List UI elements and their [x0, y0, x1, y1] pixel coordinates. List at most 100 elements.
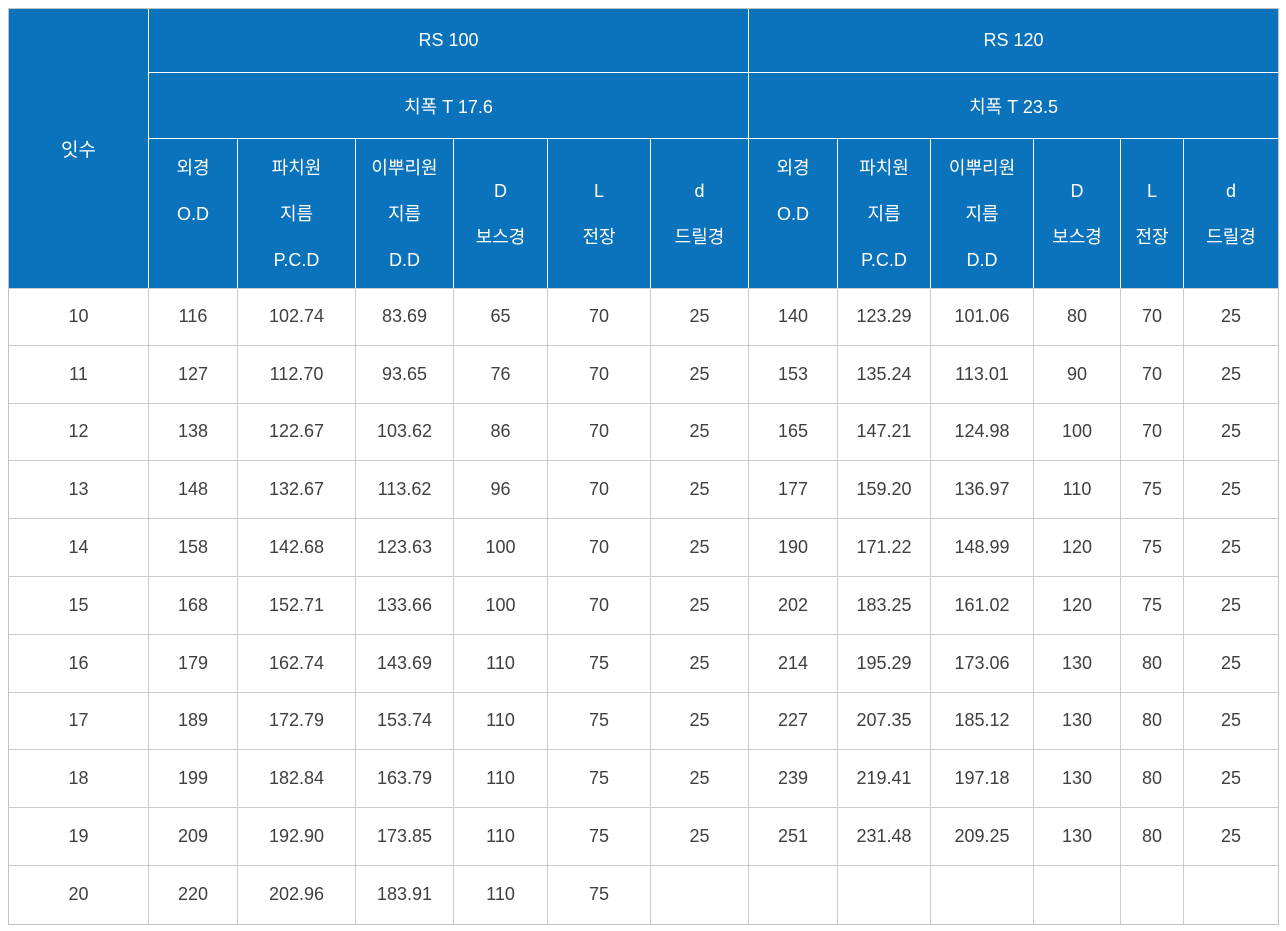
cell-value: 192.90	[238, 808, 356, 866]
tooth-width-rs100: 치폭 T 17.6	[149, 73, 750, 139]
cell-value: 113.01	[931, 345, 1035, 404]
cell-value: 65	[454, 288, 548, 346]
cell-value: 161.02	[931, 576, 1035, 635]
cell-value: 100	[454, 519, 548, 577]
cell-value: 25	[1184, 461, 1279, 520]
cell-value: 90	[1034, 345, 1122, 404]
cell-value: 103.62	[356, 403, 454, 462]
table-row: 19 209 192.90 173.85 110 75 25 251 231.48 209.25 1…	[9, 808, 1279, 866]
group-header-rs120: RS 120	[749, 9, 1279, 73]
cell-value: 83.69	[356, 288, 454, 346]
cell-value: 80	[1034, 288, 1122, 346]
cell-teeth: 12	[9, 403, 149, 462]
cell-value: 124.98	[931, 403, 1035, 462]
cell-value: 214	[749, 634, 839, 693]
cell-value: 70	[548, 461, 651, 520]
cell-value: 75	[548, 865, 651, 924]
cell-value: 80	[1121, 750, 1185, 809]
cell-value: 25	[651, 634, 750, 693]
teeth-column-header: 잇수	[9, 9, 149, 288]
table-row: 12 138 122.67 103.62 86 70 25 165 147.21 124.98 10…	[9, 403, 1279, 462]
cell-value: 209.25	[931, 808, 1035, 866]
cell-teeth: 16	[9, 634, 149, 693]
cell-value: 183.25	[838, 576, 932, 635]
cell-value	[1034, 865, 1122, 924]
cell-value: 197.18	[931, 750, 1035, 809]
cell-value: 96	[454, 461, 548, 520]
table-row: 14 158 142.68 123.63 100 70 25 190 171.22 148.99 1…	[9, 519, 1279, 577]
cell-teeth: 18	[9, 750, 149, 809]
cell-value: 153	[749, 345, 839, 404]
cell-value: 130	[1034, 692, 1122, 751]
tooth-width-rs120: 치폭 T 23.5	[749, 73, 1279, 139]
cell-value: 80	[1121, 808, 1185, 866]
cell-value: 127	[149, 345, 238, 404]
cell-teeth: 11	[9, 345, 149, 404]
cell-value: 75	[548, 808, 651, 866]
cell-value: 25	[1184, 404, 1279, 462]
cell-value: 207.35	[838, 692, 932, 751]
column-header-boss-rs120: D 보스경	[1034, 139, 1122, 288]
cell-value: 158	[149, 519, 238, 577]
column-header-length-rs120: L 전장	[1121, 139, 1185, 288]
cell-value: 70	[1121, 288, 1185, 346]
cell-value: 153.74	[356, 692, 454, 751]
column-header-od-rs100: 외경 O.D	[149, 139, 238, 288]
column-header-pcd-rs120: 파치원 지름 P.C.D	[838, 139, 932, 288]
table-row: 11 127 112.70 93.65 76 70 25 153 135.24 113.01 90 7…	[9, 345, 1279, 404]
cell-value: 25	[651, 403, 750, 462]
sprocket-spec-table: 잇수 RS 100 RS 120 치폭 T 17.6 치폭 T 23.5 외경 O…	[8, 8, 1280, 925]
cell-teeth: 19	[9, 808, 149, 866]
cell-value: 113.62	[356, 461, 454, 520]
column-header-pcd-rs100: 파치원 지름 P.C.D	[238, 139, 356, 288]
cell-value: 159.20	[838, 461, 932, 520]
cell-value: 110	[454, 692, 548, 751]
cell-value: 140	[749, 288, 839, 346]
cell-value: 123.63	[356, 519, 454, 577]
table-body: 10 116 102.74 83.69 65 70 25 140 123.29 101.06 80 7…	[9, 288, 1279, 924]
cell-value: 25	[1184, 346, 1279, 404]
cell-value: 70	[548, 288, 651, 346]
cell-value: 25	[1184, 577, 1279, 635]
cell-value: 130	[1034, 808, 1122, 866]
cell-value: 148	[149, 461, 238, 520]
cell-value: 70	[548, 519, 651, 577]
cell-value: 132.67	[238, 461, 356, 520]
cell-value: 172.79	[238, 692, 356, 751]
cell-value: 138	[149, 403, 238, 462]
cell-value: 227	[749, 692, 839, 751]
cell-value: 136.97	[931, 461, 1035, 520]
cell-value: 168	[149, 576, 238, 635]
column-header-dd-rs100: 이뿌리원 지름 D.D	[356, 139, 454, 288]
cell-value: 110	[1034, 461, 1122, 520]
cell-value	[931, 865, 1035, 924]
cell-value: 25	[651, 345, 750, 404]
cell-value: 195.29	[838, 634, 932, 693]
cell-value: 147.21	[838, 403, 932, 462]
cell-value: 185.12	[931, 692, 1035, 751]
cell-value: 179	[149, 634, 238, 693]
cell-value: 135.24	[838, 345, 932, 404]
model-header-row: 잇수 RS 100 RS 120	[9, 9, 1279, 288]
column-header-length-rs100: L 전장	[548, 139, 651, 288]
cell-value: 190	[749, 519, 839, 577]
cell-value: 171.22	[838, 519, 932, 577]
cell-value: 86	[454, 403, 548, 462]
cell-value: 189	[149, 692, 238, 751]
cell-value: 239	[749, 750, 839, 809]
cell-value: 152.71	[238, 576, 356, 635]
cell-value: 75	[548, 750, 651, 809]
cell-value: 163.79	[356, 750, 454, 809]
cell-value: 75	[1121, 519, 1185, 577]
cell-value: 25	[1184, 519, 1279, 577]
cell-teeth: 10	[9, 288, 149, 346]
cell-value: 120	[1034, 576, 1122, 635]
cell-value	[651, 865, 750, 924]
cell-value: 173.85	[356, 808, 454, 866]
cell-value: 101.06	[931, 288, 1035, 346]
cell-value: 251	[749, 808, 839, 866]
cell-value: 25	[1184, 693, 1279, 751]
cell-value: 100	[1034, 403, 1122, 462]
cell-value: 143.69	[356, 634, 454, 693]
cell-value	[1184, 866, 1278, 924]
